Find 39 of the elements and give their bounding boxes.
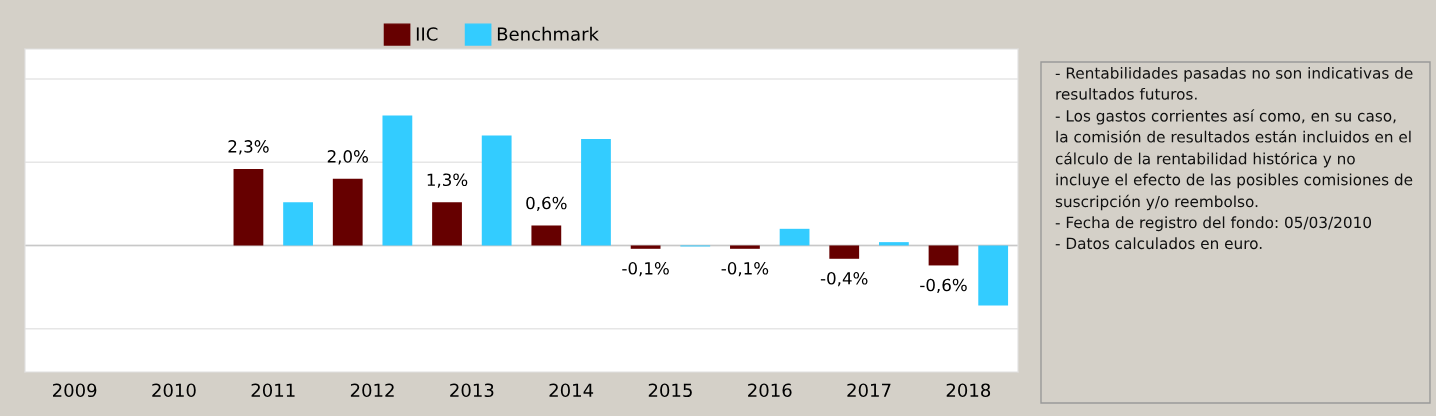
x-tick-label: 2012 xyxy=(350,383,394,398)
bar xyxy=(928,245,959,266)
legend-label: IIC xyxy=(416,27,438,41)
data-label: 2,0% xyxy=(327,150,368,165)
data-label: -0,1% xyxy=(721,262,769,277)
bar xyxy=(978,245,1009,306)
bar xyxy=(581,138,611,246)
x-tick-label: 2015 xyxy=(648,383,692,398)
bar xyxy=(432,202,462,246)
x-tick-label: 2010 xyxy=(152,383,196,398)
bar xyxy=(630,245,661,249)
bar xyxy=(233,168,264,246)
x-tick-label: 2011 xyxy=(251,383,295,398)
text: - Fecha de registro del fondo: 05/03/2010 xyxy=(1055,216,1372,232)
text: - Los gastos corrientes así como, en su caso, la comisión de resultados están incluidos en el cálculo de la rentabilidad histórica y no incluye el efecto de las posibles comisiones de suscripción y/o reembolso. xyxy=(1055,109,1413,211)
data-label: -0,1% xyxy=(622,262,669,277)
data-label: -0,4% xyxy=(820,272,868,287)
bar xyxy=(779,228,810,246)
bar xyxy=(332,178,363,246)
legend-label: Benchmark xyxy=(497,26,599,41)
bar xyxy=(531,225,562,246)
x-tick-label: 2017 xyxy=(847,383,891,398)
data-label: 0,6% xyxy=(526,196,567,212)
text: - Rentabilidades pasadas no son indicativas de resultados futuros. xyxy=(1055,66,1413,100)
data-label: 2,3% xyxy=(228,140,269,155)
bar xyxy=(382,115,413,246)
x-tick-label: 2014 xyxy=(549,383,594,398)
text: - Datos calculados en euro. xyxy=(1055,237,1262,250)
bar xyxy=(829,245,860,259)
bar xyxy=(283,202,313,246)
bar xyxy=(481,135,512,246)
bar xyxy=(878,242,909,246)
bar xyxy=(730,245,760,249)
x-tick-label: 2016 xyxy=(748,383,792,398)
data-label: -0,6% xyxy=(920,278,967,293)
x-tick-label: 2009 xyxy=(53,383,97,398)
x-tick-label: 2013 xyxy=(450,383,494,398)
data-label: 1,3% xyxy=(427,173,468,188)
x-tick-label: 2018 xyxy=(946,383,991,398)
